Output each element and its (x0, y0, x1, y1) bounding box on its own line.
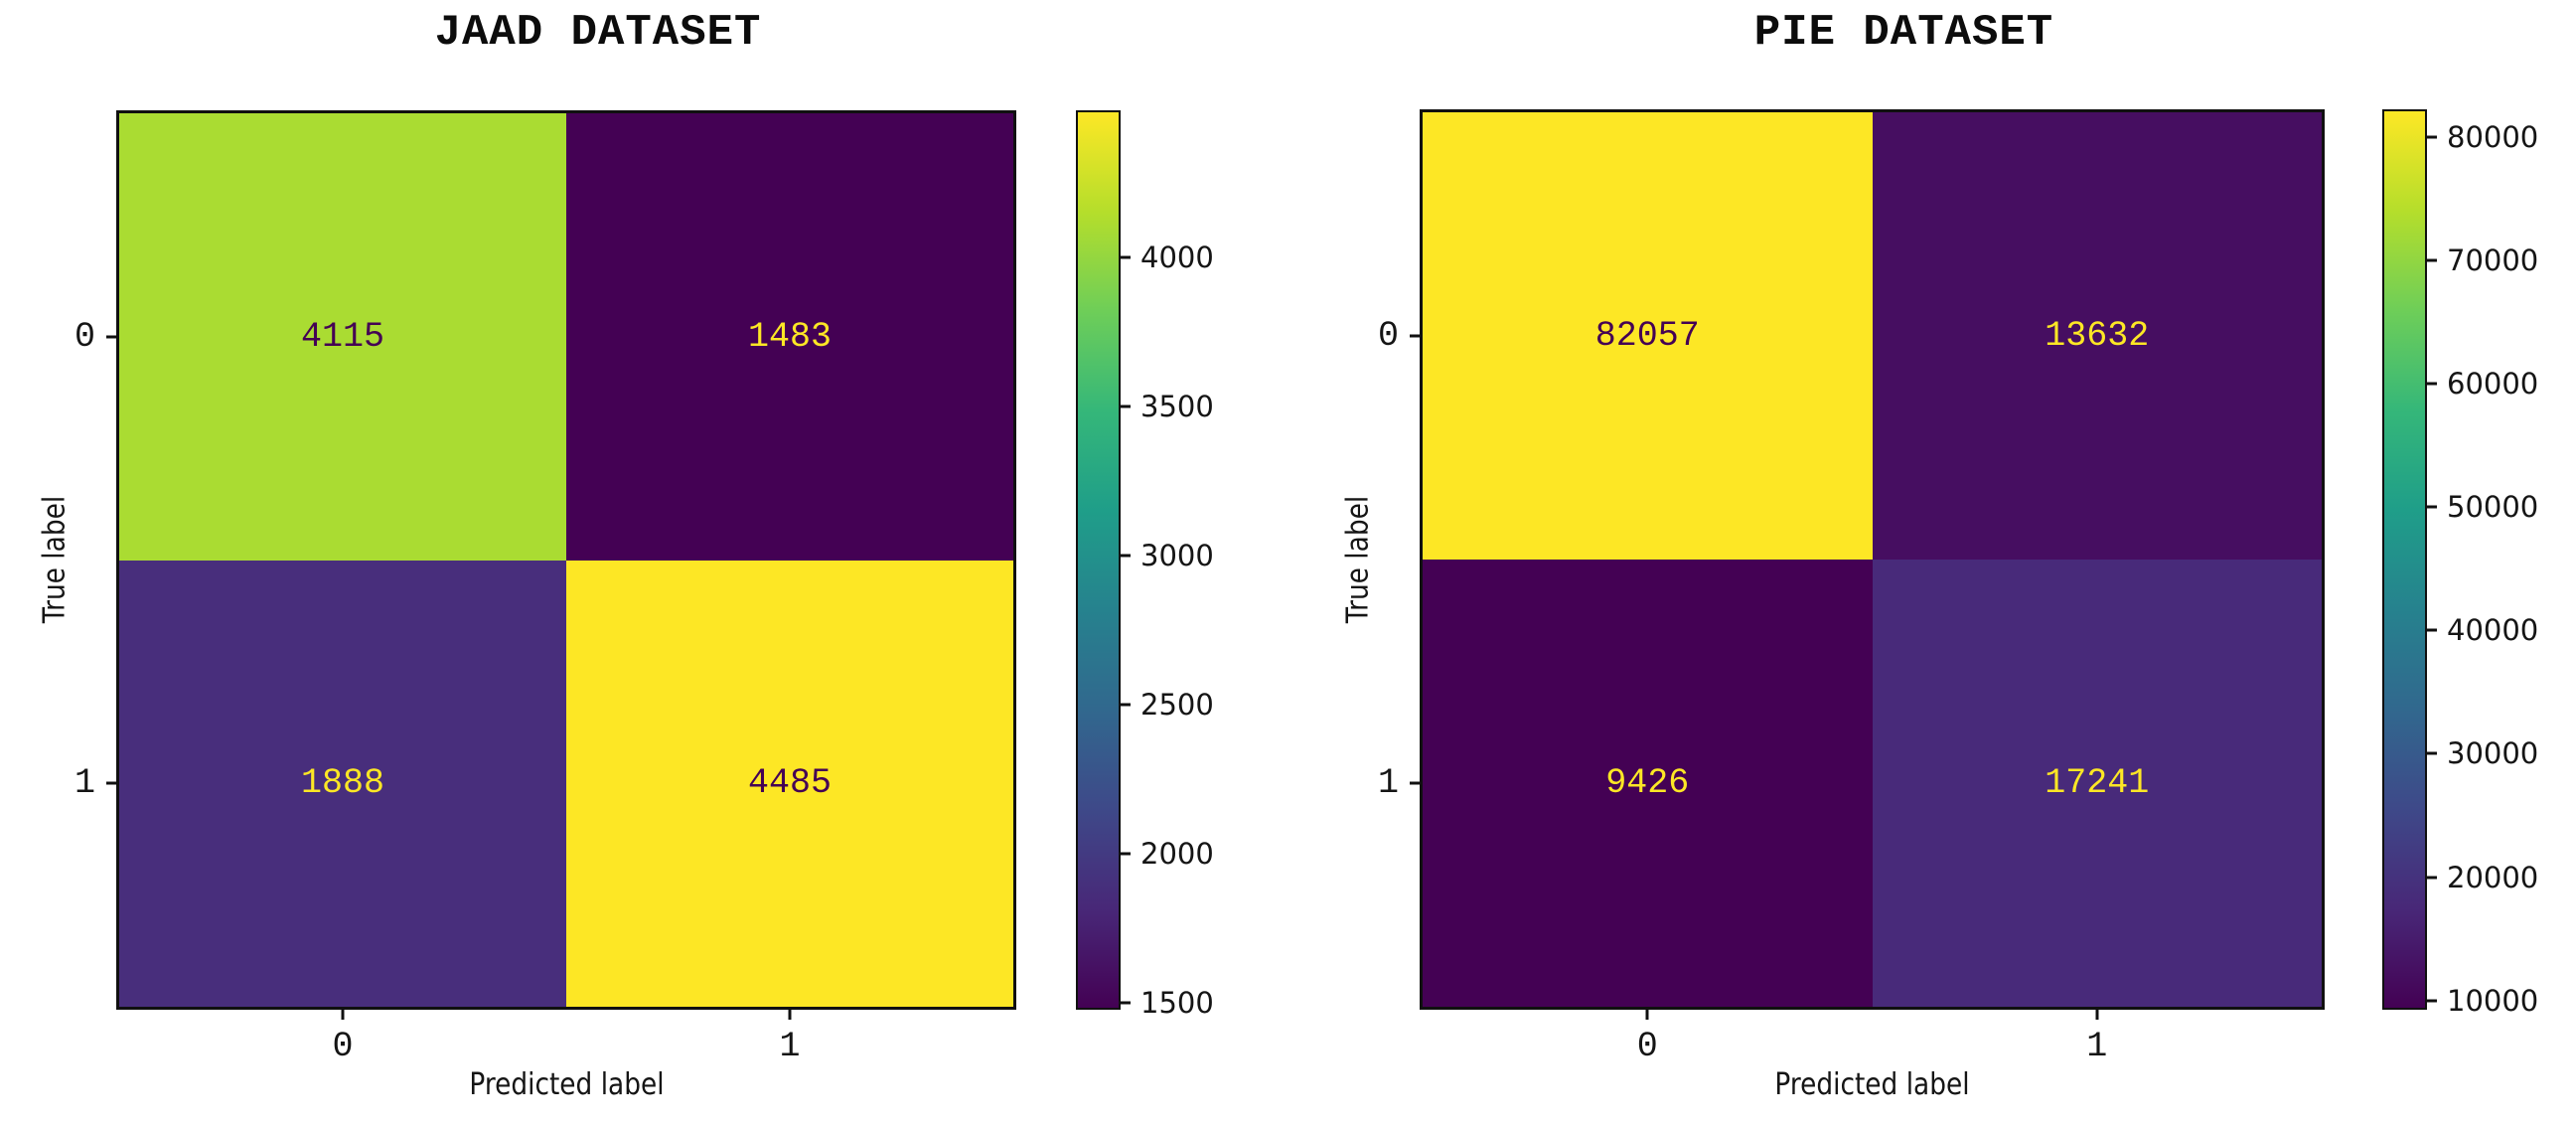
colorbar-tick-label: 2500 (1140, 687, 1214, 722)
colorbar-tick-label: 20000 (2447, 860, 2539, 894)
jaad-x-axis-label: Predicted label (116, 1067, 1016, 1102)
colorbar-tick-mark (2425, 999, 2437, 1003)
heatmap-cell-r1c0: 9426 (1423, 560, 1873, 1007)
colorbar-tick-label: 70000 (2447, 242, 2539, 277)
colorbar-tick-label: 3500 (1140, 389, 1214, 423)
y-tick-label: 0 (1377, 316, 1399, 356)
x-tick-label: 0 (1636, 1027, 1658, 1066)
cell-value: 82057 (1594, 316, 1700, 356)
cell-value: 9426 (1605, 763, 1690, 803)
y-tick-mark (106, 335, 119, 339)
y-tick-mark (106, 781, 119, 785)
pie-heatmap-plot: 82057 13632 9426 17241 0 1 0 1 (1378, 109, 2325, 1066)
x-tick-mark (1645, 1007, 1649, 1020)
cell-value: 4485 (747, 763, 832, 804)
pie-panel-title: PIE DATASET (1753, 8, 2054, 58)
colorbar-tick-label: 4000 (1140, 240, 1214, 274)
x-tick-mark (2095, 1007, 2099, 1020)
colorbar-tick-mark (2425, 505, 2437, 509)
y-tick-label: 0 (74, 316, 95, 357)
y-tick-label: 1 (74, 763, 95, 804)
colorbar-tick-label: 1500 (1140, 985, 1214, 1020)
x-tick-mark (788, 1007, 792, 1020)
colorbar-tick-mark (1119, 255, 1131, 259)
x-tick-label: 0 (332, 1027, 354, 1066)
colorbar-tick-mark (2425, 258, 2437, 262)
heatmap-cell-r0c0: 4115 (119, 113, 566, 561)
colorbar-tick-label: 10000 (2447, 983, 2539, 1018)
colorbar-tick-label: 60000 (2447, 366, 2539, 401)
heatmap-cell-r1c1: 4485 (566, 560, 1013, 1007)
jaad-panel-title: JAAD DATASET (434, 8, 762, 58)
cell-value: 17241 (2045, 763, 2150, 803)
x-tick-label: 1 (2086, 1027, 2108, 1066)
heatmap-cell-r0c1: 1483 (566, 113, 1013, 561)
colorbar-tick-mark (2425, 876, 2437, 880)
cell-value: 4115 (300, 316, 384, 357)
colorbar-tick-label: 80000 (2447, 119, 2539, 154)
y-tick-label: 1 (1377, 763, 1399, 803)
y-tick-mark (1410, 781, 1423, 785)
colorbar-tick-label: 2000 (1140, 836, 1214, 871)
colorbar-tick-mark (1119, 1001, 1131, 1005)
cell-value: 1888 (300, 763, 384, 804)
heatmap-cell-r1c1: 17241 (1872, 560, 2322, 1007)
heatmap-cell-r0c0: 82057 (1423, 112, 1873, 560)
colorbar-tick-mark (1119, 404, 1131, 408)
colorbar-tick-mark (1119, 554, 1131, 558)
pie-x-axis-label: Predicted label (1420, 1067, 2325, 1102)
jaad-heatmap-plot: 4115 1483 1888 4485 0 1 0 1 (75, 110, 1016, 1066)
colorbar-tick-mark (2425, 382, 2437, 386)
x-tick-label: 1 (779, 1027, 801, 1066)
colorbar-tick-mark (2425, 751, 2437, 755)
x-tick-mark (341, 1007, 345, 1020)
colorbar-tick-label: 30000 (2447, 736, 2539, 771)
cell-value: 1483 (747, 316, 832, 357)
colorbar-tick-mark (2425, 135, 2437, 139)
colorbar-tick-mark (1119, 852, 1131, 856)
heatmap-cell-r0c1: 13632 (1872, 112, 2322, 560)
y-axis-label-text: True label (1340, 495, 1376, 624)
colorbar-tick-label: 40000 (2447, 613, 2539, 648)
jaad-colorbar: 1500 2000 2500 3000 3500 4000 (1076, 110, 1214, 1020)
colorbar-tick-label: 50000 (2447, 490, 2539, 525)
y-tick-mark (1410, 334, 1423, 338)
colorbar-tick-mark (1119, 703, 1131, 707)
x-axis-label-text: Predicted label (1774, 1067, 1970, 1102)
colorbar-tick-label: 3000 (1140, 538, 1214, 572)
pie-colorbar: 10000 20000 30000 40000 50000 60000 70000 80000 (2382, 109, 2538, 1018)
heatmap-cell-r1c0: 1888 (119, 560, 566, 1007)
colorbar-tick-mark (2425, 628, 2437, 632)
cell-value: 13632 (2045, 316, 2150, 356)
x-axis-label-text: Predicted label (468, 1067, 665, 1102)
